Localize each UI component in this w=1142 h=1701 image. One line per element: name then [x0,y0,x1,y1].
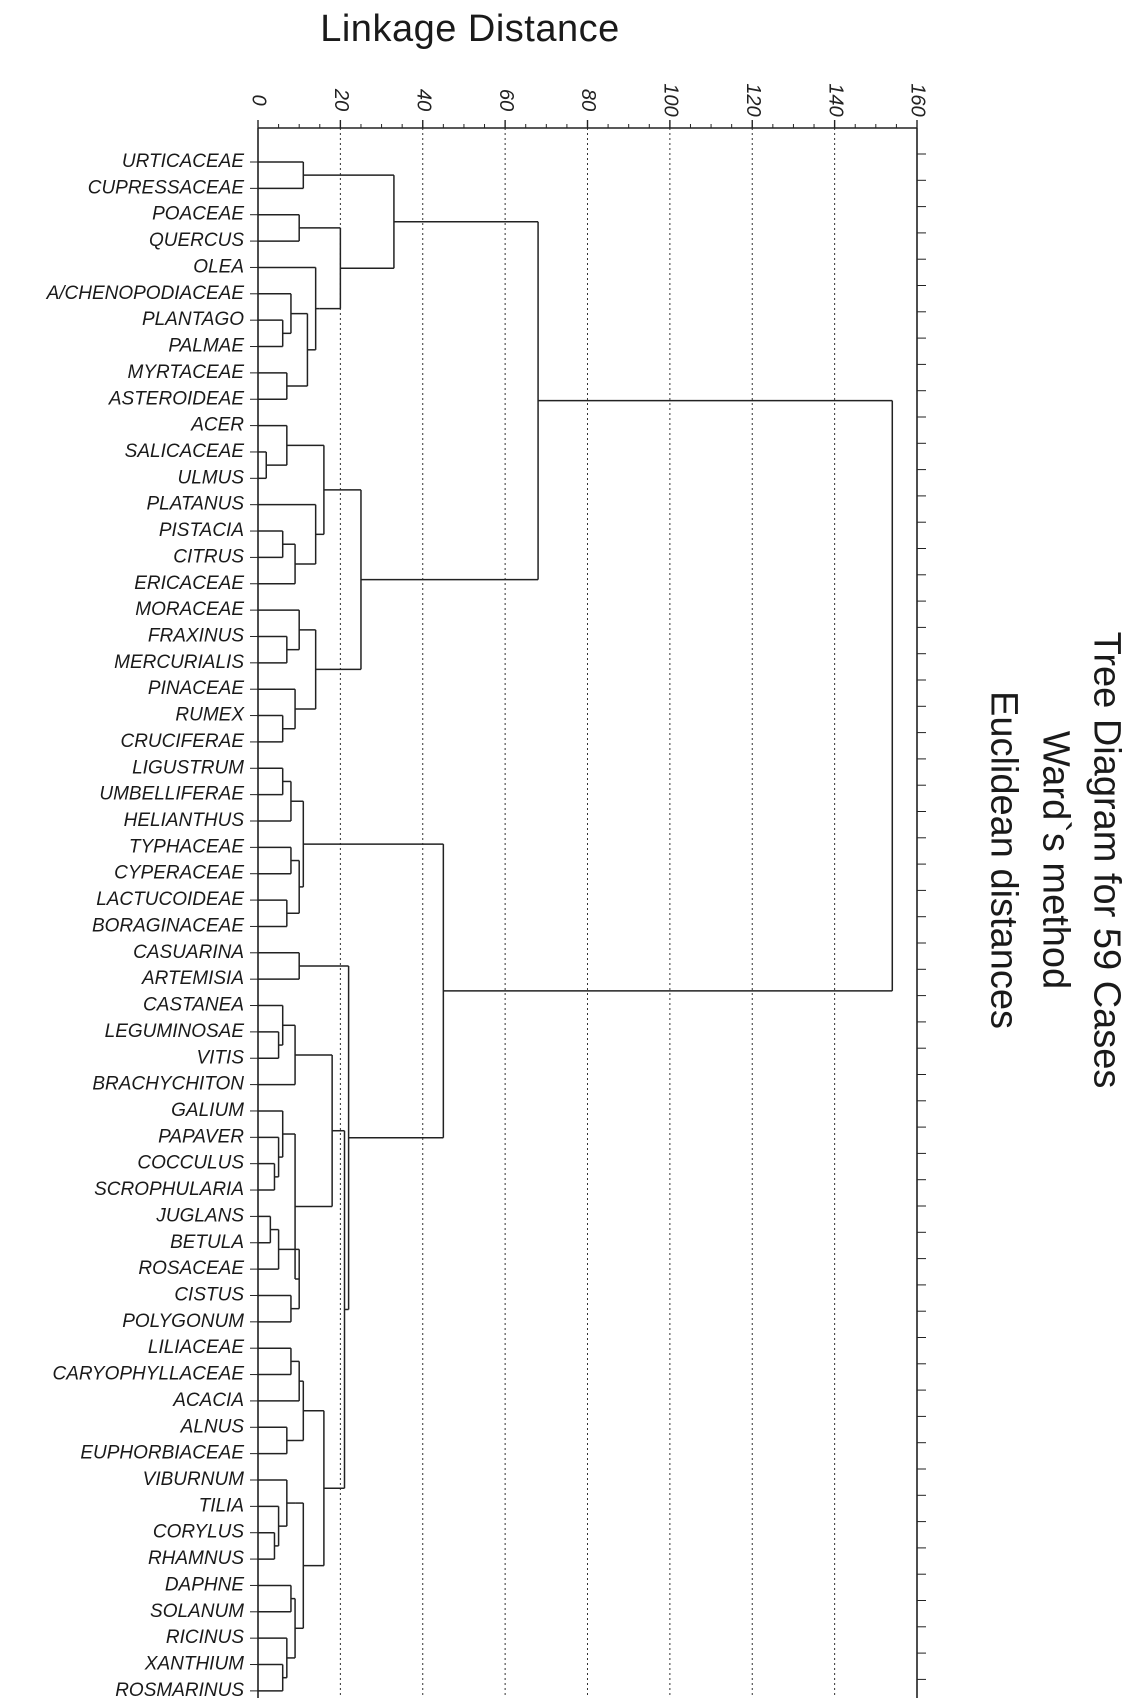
leaf-label: LEGUMINOSAE [105,1021,245,1042]
leaf-label: ROSACEAE [138,1258,244,1279]
leaf-label: JUGLANS [155,1205,244,1226]
leaf-label: POLYGONUM [122,1311,244,1332]
leaf-label: HELIANTHUS [124,810,245,831]
leaf-label: SCROPHULARIA [94,1179,244,1200]
tick-label: 120 [742,83,764,116]
leaf-label: EUPHORBIACEAE [80,1443,244,1464]
leaf-label: ULMUS [177,467,244,488]
leaf-label: LACTUCOIDEAE [96,889,244,910]
leaf-label: PLANTAGO [142,309,244,330]
leaf-label: LILIACEAE [148,1337,244,1358]
leaf-label: PALMAE [168,336,244,357]
tick-label: 100 [660,83,682,116]
leaf-label: QUERCUS [149,230,244,251]
leaf-label: ERICACEAE [134,573,244,594]
leaf-label: VITIS [196,1047,244,1068]
leaf-label: CASUARINA [133,942,244,963]
leaf-label: BETULA [170,1232,244,1253]
leaf-label: ARTEMISIA [141,968,244,989]
leaf-label: CISTUS [174,1284,244,1305]
leaf-label: XANTHIUM [144,1654,244,1675]
x-axis-title: Linkage Distance [320,8,620,50]
leaf-label: SOLANUM [150,1601,244,1622]
leaf-label: A/CHENOPODIACEAE [46,283,245,304]
leaf-label: FRAXINUS [148,625,244,646]
leaf-label: URTICACEAE [122,151,244,172]
tick-label: 60 [495,89,517,111]
leaf-label: RHAMNUS [148,1548,244,1569]
leaf-labels: URTICACEAE CUPRESSACEAE POACEAE QUERCUS OLEA… [46,151,258,1701]
leaf-label: ACACIA [172,1390,244,1411]
leaf-label: COCCULUS [137,1153,244,1174]
axis: 0 20 40 60 80 100 120 140 160 [248,83,929,1698]
leaf-label: SALICACEAE [125,441,245,462]
leaf-label: BRACHYCHITON [92,1074,244,1095]
leaf-label: PISTACIA [159,520,244,541]
tick-label: 160 [907,83,929,116]
tick-label: 20 [330,88,352,111]
leaf-label: MYRTACEAE [128,362,245,383]
tick-label: 140 [824,83,846,116]
leaf-label: RICINUS [166,1627,244,1648]
leaf-label: VIBURNUM [143,1469,245,1490]
leaf-label: CITRUS [173,546,244,567]
leaf-label: UMBELLIFERAE [99,784,244,805]
leaf-label: PINACEAE [148,678,244,699]
leaf-label: POACEAE [152,204,244,225]
tick-label: 40 [412,89,434,111]
leaf-label: CASTANEA [143,995,244,1016]
leaf-label: CUPRESSACEAE [88,177,245,198]
leaf-label: MORACEAE [135,599,244,620]
leaf-label: RUMEX [175,705,245,726]
tick-label: 0 [248,94,270,105]
leaf-label: CYPERACEAE [114,863,244,884]
leaf-label: ACER [190,415,244,436]
leaf-label: ASTEROIDEAE [108,388,244,409]
gridlines [339,128,836,1698]
leaf-label: ROSMARINUS [115,1680,244,1701]
leaf-label: BORAGINACEAE [92,915,244,936]
leaf-label: CARYOPHYLLACEAE [53,1364,245,1385]
leaf-label: CRUCIFERAE [120,731,244,752]
tick-label: 80 [577,89,599,111]
leaf-label: TILIA [199,1495,244,1516]
dendrogram-branches [258,161,894,1692]
leaf-label: MERCURIALIS [114,652,244,673]
leaf-label: OLEA [193,256,244,277]
leaf-label: PLATANUS [147,494,245,515]
leaf-label: LIGUSTRUM [132,757,244,778]
leaf-label: PAPAVER [158,1126,244,1147]
leaf-label: CORYLUS [153,1522,244,1543]
leaf-label: GALIUM [171,1100,244,1121]
leaf-label: DAPHNE [165,1574,245,1595]
leaf-label: ALNUS [180,1416,245,1437]
leaf-label: TYPHACEAE [129,836,244,857]
